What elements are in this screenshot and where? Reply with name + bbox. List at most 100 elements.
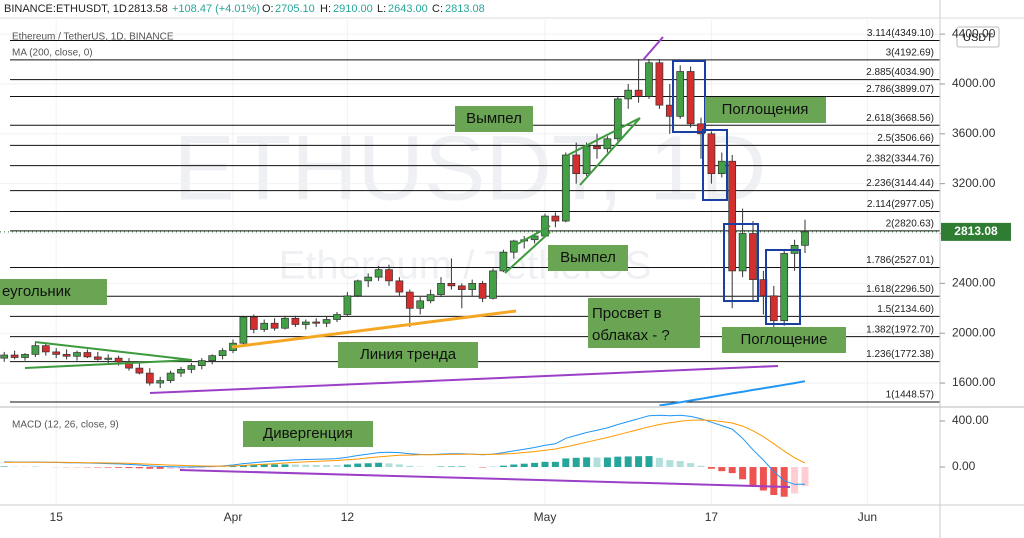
annotation: Вымпел: [560, 249, 616, 266]
candle-body: [738, 233, 747, 272]
histogram-bar: [0, 466, 8, 468]
change: +108.47 (+4.01%): [172, 3, 260, 15]
histogram-bar: [593, 457, 601, 468]
y-tick-label: 400.00: [952, 413, 989, 427]
candle-body: [728, 160, 737, 272]
candle-body: [218, 350, 227, 356]
histogram-bar: [187, 467, 195, 469]
histogram-bar: [687, 463, 695, 468]
y-tick-label: 0.00: [952, 459, 976, 473]
annotation-box: [588, 298, 700, 348]
annotations: Вымпел Поглощения Вымпел еугольник Линия…: [0, 36, 846, 488]
candle-body: [343, 295, 352, 315]
annotation-box: [722, 327, 846, 353]
annotation: Поглощения: [722, 101, 809, 118]
annotation: облаках - ?: [592, 327, 670, 344]
histogram-bar: [759, 467, 767, 491]
pattern-box: [672, 60, 706, 133]
histogram-bar: [739, 467, 747, 480]
histogram-bar: [177, 467, 185, 469]
currency[interactable]: USDT: [963, 32, 993, 44]
grid-layer: [0, 20, 940, 505]
high-label: H:: [320, 3, 331, 15]
histogram-bar: [697, 465, 705, 468]
annotation-box: [705, 97, 826, 123]
level-label: 2.236(3144.44): [866, 178, 934, 189]
level-label: 2.382(3344.76): [866, 153, 934, 164]
candle-body: [801, 231, 809, 246]
candle-body: [135, 367, 144, 374]
candle-body: [717, 160, 726, 175]
y-tick-label: 3200.00: [952, 176, 996, 190]
candle-body: [239, 316, 248, 344]
candle-body: [489, 270, 497, 299]
candle-body: [322, 319, 331, 324]
macd-pane: [0, 414, 809, 497]
candle-body: [31, 345, 40, 355]
level-label: 2.5(3506.66): [877, 133, 934, 144]
pattern-box: [723, 223, 759, 302]
level-label: 2.114(2977.05): [867, 199, 934, 210]
pennant-line: [511, 225, 551, 248]
histogram-bar: [645, 456, 653, 468]
candle-body: [655, 62, 664, 106]
y-tick-label: 1600.00: [952, 375, 996, 389]
candle-body: [707, 133, 716, 175]
candle-body: [624, 89, 633, 100]
candle-body: [62, 354, 71, 357]
low-label: L:: [377, 3, 386, 15]
candle-body: [530, 235, 539, 241]
x-tick-label: Jun: [858, 510, 877, 524]
annotation-box: [548, 245, 628, 271]
pattern-box: [765, 249, 801, 325]
histogram-bar: [291, 464, 299, 468]
level-label: 2(2820.63): [886, 219, 934, 230]
candle-body: [447, 283, 456, 287]
candle-body: [676, 71, 685, 117]
legend-macd: MACD (12, 26, close, 9): [12, 420, 119, 431]
candle-body: [613, 98, 622, 140]
histogram-bar: [676, 461, 684, 468]
histogram-bar: [531, 462, 539, 468]
candle-body: [125, 361, 133, 369]
histogram-bar: [125, 467, 133, 469]
candle-body: [156, 380, 165, 384]
annotation: Линия тренда: [360, 346, 457, 363]
candle-body: [385, 269, 393, 282]
level-label: 2.618(3668.56): [866, 113, 934, 124]
histogram-bar: [146, 467, 154, 469]
histogram-bar: [728, 467, 736, 474]
histogram-bar: [395, 464, 403, 468]
x-tick-label: 17: [705, 510, 719, 524]
candle-body: [260, 322, 269, 330]
histogram-bar: [229, 466, 237, 468]
candle-body: [468, 283, 477, 290]
candle-body: [395, 280, 404, 293]
candle-body: [561, 154, 570, 222]
annotation: Дивергенция: [263, 425, 353, 442]
histogram-bar: [666, 460, 674, 468]
histogram-bar: [364, 463, 372, 468]
y-tick-label: 4000.00: [952, 76, 996, 90]
candle-body: [780, 253, 789, 322]
level-label: 2.786(3899.07): [866, 84, 934, 95]
candle-body: [291, 317, 300, 325]
currency-box[interactable]: [956, 26, 1000, 48]
histogram-bar: [520, 463, 528, 468]
histogram-bar: [562, 458, 570, 468]
y-tick-label: 2400.00: [952, 276, 996, 290]
pennant-line: [567, 117, 641, 156]
histogram-bar: [302, 464, 310, 468]
histogram-bar: [780, 467, 788, 497]
candle-body: [83, 352, 92, 358]
macd-line: [4, 414, 805, 485]
open-label: O:: [262, 3, 274, 15]
histogram-bar: [718, 467, 726, 472]
histogram-bar: [312, 464, 320, 468]
annotation-box: [243, 421, 373, 447]
histogram-bar: [770, 467, 778, 495]
histogram-bar: [343, 464, 351, 468]
candle-body: [405, 291, 414, 309]
